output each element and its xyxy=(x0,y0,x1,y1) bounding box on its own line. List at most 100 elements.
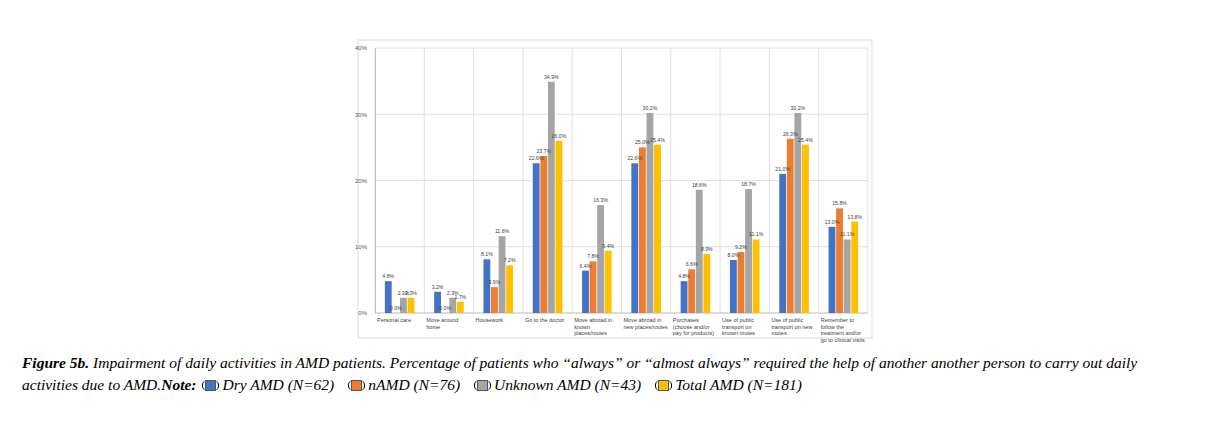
x-tick-label: Remember tofollow thetreatment and/orgo … xyxy=(821,317,865,343)
data-label: 9.2% xyxy=(735,244,747,250)
category-separator xyxy=(621,48,622,313)
bar xyxy=(730,260,737,313)
data-label: 3.9% xyxy=(489,279,501,285)
bar xyxy=(802,145,809,313)
legend-swatch xyxy=(658,380,669,391)
category-separator xyxy=(818,48,819,313)
data-label: 7.8% xyxy=(587,253,599,259)
data-label: 34.9% xyxy=(544,74,559,80)
bar xyxy=(392,313,399,314)
bar xyxy=(654,145,661,313)
y-tick: 30% xyxy=(355,112,375,118)
bar xyxy=(506,265,513,313)
legend-label: Unknown AMD (N=43) xyxy=(494,376,641,393)
bar xyxy=(483,259,490,313)
bar xyxy=(499,236,506,313)
legend-swatch xyxy=(205,380,216,391)
bar xyxy=(703,254,710,313)
x-axis-line xyxy=(375,313,868,314)
bar xyxy=(442,313,449,314)
x-tick-label: Housework xyxy=(476,317,504,323)
data-label: 13.8% xyxy=(847,214,862,220)
data-label: 11.1% xyxy=(840,231,855,237)
data-label: 6.6% xyxy=(686,261,698,267)
legend-swatch-bracket xyxy=(348,380,365,391)
bar xyxy=(738,252,745,313)
caption-space xyxy=(89,354,93,371)
data-label: 7.2% xyxy=(504,257,516,263)
caption: Figure 5b. Impairment of daily activitie… xyxy=(22,352,1190,396)
data-label: 2.3% xyxy=(405,290,417,296)
bar xyxy=(639,147,646,313)
data-label: 25.0% xyxy=(635,139,650,145)
data-label: 3.2% xyxy=(432,284,444,290)
bar xyxy=(556,141,563,313)
legend-swatch-bracket xyxy=(474,380,491,391)
caption-title: Figure 5b. xyxy=(22,354,89,371)
data-label: 8.9% xyxy=(701,246,713,252)
data-label: 18.7% xyxy=(741,181,756,187)
data-label: 13.0% xyxy=(825,219,840,225)
category-separator xyxy=(720,48,721,313)
data-label: 30.2% xyxy=(790,105,805,111)
grid-line xyxy=(375,313,868,314)
data-label: 22.6% xyxy=(529,155,544,161)
data-label: 26.0% xyxy=(552,133,567,139)
chart-frame xyxy=(358,40,872,338)
legend-swatch xyxy=(351,380,362,391)
caption-note: Note: xyxy=(161,376,196,393)
y-tick-label: 30% xyxy=(355,112,368,118)
bar xyxy=(745,189,752,313)
data-label: 15.8% xyxy=(832,200,847,206)
chart: 0%10%20%30%40%Personal careMove aroundho… xyxy=(0,0,1207,350)
x-tick-label: Purchases(choose and/orpay for products) xyxy=(673,317,714,336)
bar xyxy=(457,302,464,313)
x-tick-label: Go to the doctor xyxy=(525,317,565,323)
data-label: 16.3% xyxy=(593,197,608,203)
grid xyxy=(375,48,868,313)
data-label: 26.3% xyxy=(783,131,798,137)
data-label: 6.4% xyxy=(580,263,592,269)
legend-entry: nAMD (N=76) xyxy=(342,376,460,393)
bar xyxy=(779,174,786,313)
x-axis-labels: Personal care Move aroundhome Housework Go … xyxy=(377,317,865,343)
y-axis-line xyxy=(375,49,376,314)
y-tick: 10% xyxy=(355,244,375,250)
data-label: 0.0% xyxy=(439,305,451,311)
bar xyxy=(491,287,498,313)
bar xyxy=(582,271,589,313)
legend-entry: Dry AMD (N=62) xyxy=(196,376,334,393)
bar xyxy=(548,82,555,313)
data-label: 30.2% xyxy=(643,105,658,111)
bar xyxy=(605,251,612,313)
data-label: 25.4% xyxy=(650,137,665,143)
data-label: 8.1% xyxy=(481,251,493,257)
x-tick-label: Use of publictransport onknown routes xyxy=(722,317,755,336)
x-tick-label: Move abroad inknownplaces/routes xyxy=(574,317,612,336)
legend-entry: Unknown AMD (N=43) xyxy=(468,376,641,393)
y-tick: 0% xyxy=(358,310,375,316)
legend-label: Total AMD (N=181) xyxy=(675,376,802,393)
category-separator xyxy=(522,48,523,313)
data-label: 4.8% xyxy=(678,273,690,279)
category-separator xyxy=(375,48,376,313)
x-tick-label: Move aroundhome xyxy=(426,317,458,330)
legend-entry: Total AMD (N=181) xyxy=(649,376,802,393)
data-label: 22.6% xyxy=(627,155,642,161)
category-separator xyxy=(670,48,671,313)
bar xyxy=(829,227,836,313)
category-separator xyxy=(868,48,869,313)
data-label: 25.4% xyxy=(798,137,813,143)
category-separator xyxy=(424,48,425,313)
data-label: 23.7% xyxy=(536,148,551,154)
data-label: 21.0% xyxy=(775,166,790,172)
category-separator xyxy=(769,48,770,313)
category-separator xyxy=(473,48,474,313)
data-label: 11.1% xyxy=(749,231,764,237)
legend-swatch xyxy=(477,380,488,391)
data-label: 9.4% xyxy=(602,243,614,249)
x-tick-label: Personal care xyxy=(377,317,411,323)
legend-label: nAMD (N=76) xyxy=(368,376,460,393)
legend-swatch-bracket xyxy=(202,380,219,391)
x-tick-label: Move abroad innew places/routes xyxy=(624,317,669,330)
